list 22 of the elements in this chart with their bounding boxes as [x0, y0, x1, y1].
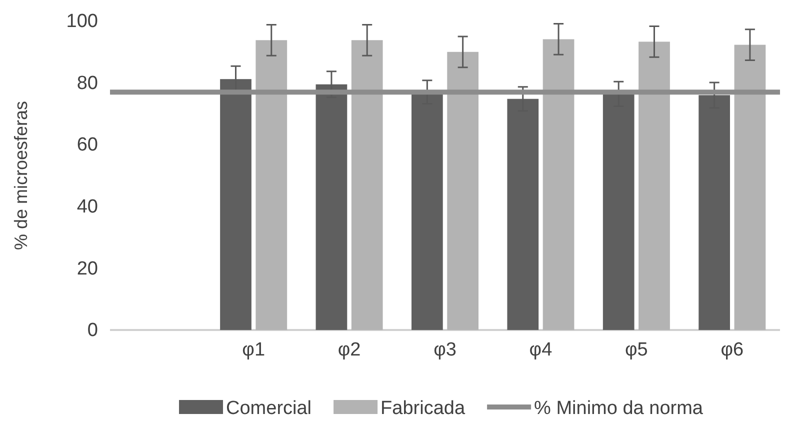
- bar: [542, 39, 574, 330]
- legend-label: Fabricada: [380, 398, 466, 419]
- y-tick-label: 40: [76, 196, 98, 218]
- y-tick-label: 100: [66, 11, 98, 32]
- legend-label: Comercial: [226, 398, 312, 419]
- x-tick-label: φ1: [242, 339, 266, 360]
- x-tick-label: φ2: [338, 339, 361, 360]
- legend-label: % Minimo da norma: [534, 398, 704, 419]
- y-tick-label: 60: [76, 134, 98, 156]
- x-tick-label: φ4: [529, 339, 553, 360]
- x-tick-label: φ5: [624, 339, 648, 360]
- bar: [256, 40, 288, 330]
- y-tick-label: 20: [76, 258, 98, 280]
- bar: [447, 52, 478, 330]
- y-tick-label: 0: [87, 320, 98, 342]
- bar: [638, 42, 670, 330]
- x-tick-label: φ3: [434, 339, 456, 360]
- bar: [734, 44, 766, 330]
- y-axis-title: % de microesferas: [11, 100, 31, 250]
- y-tick-label: 80: [76, 72, 98, 94]
- x-tick-label: φ6: [720, 339, 744, 360]
- bar: [351, 40, 383, 330]
